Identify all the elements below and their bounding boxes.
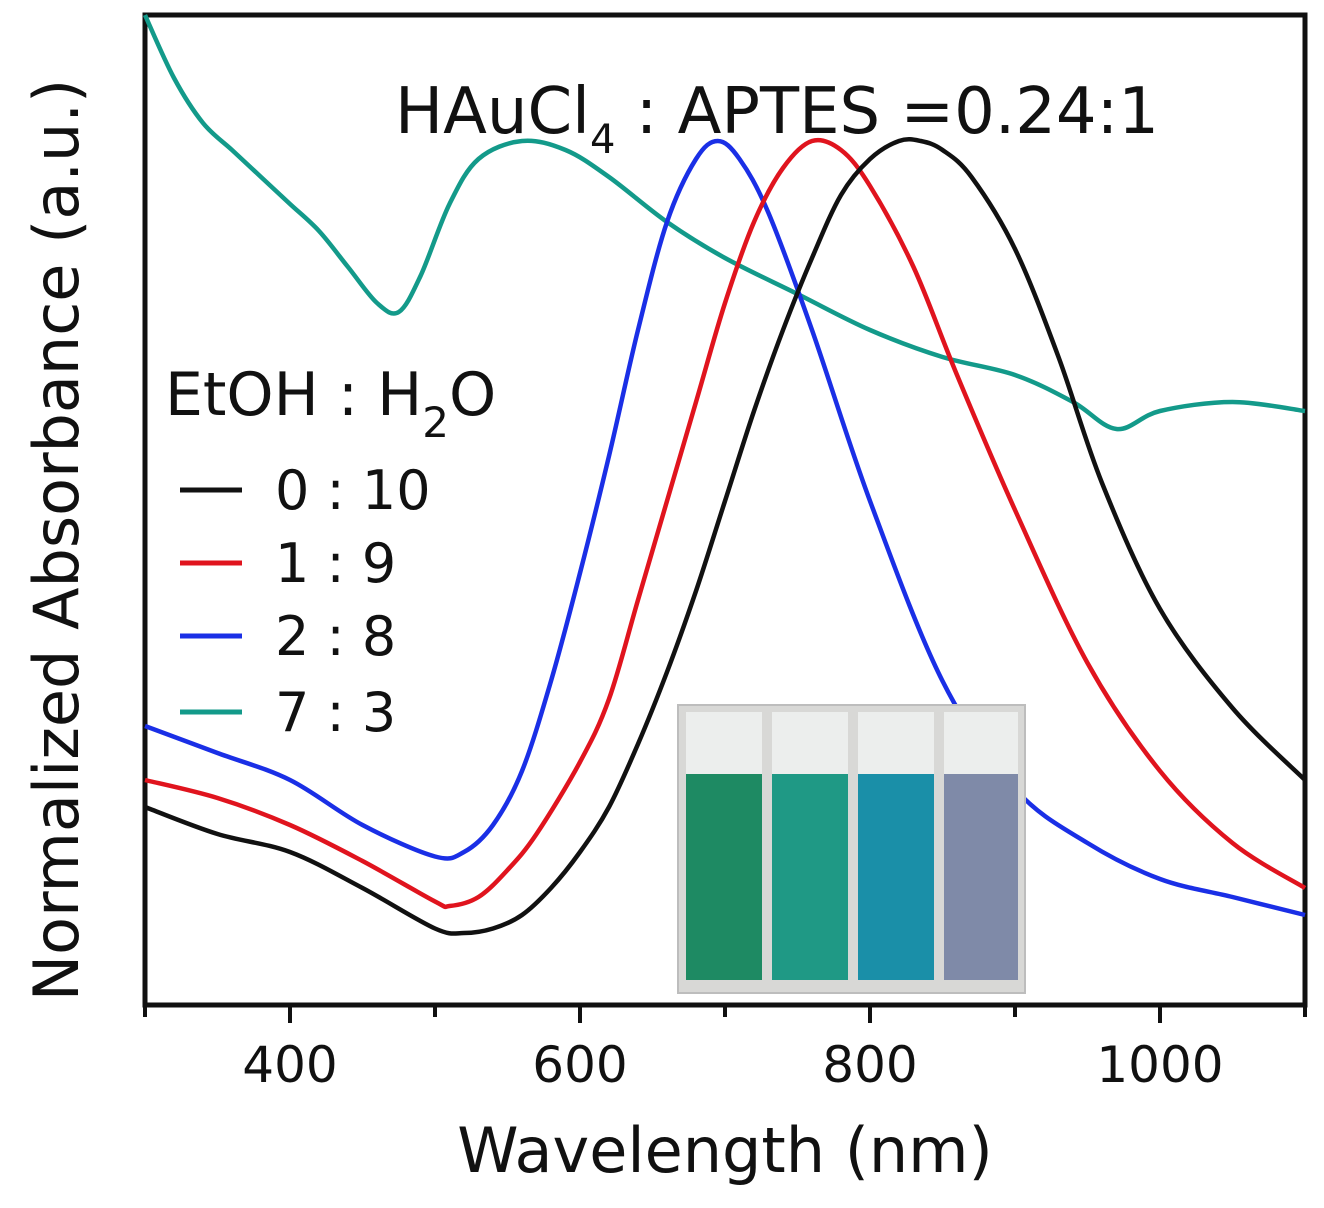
annotation-suffix: : APTES =0.24:1 — [615, 75, 1159, 149]
cuvette-3-top — [858, 712, 934, 774]
annotation-prefix: HAuCl — [395, 75, 590, 149]
annotation-subscript: 4 — [590, 117, 615, 163]
cuvette-4-solution — [944, 774, 1018, 980]
x-axis: 400 600 800 1000 — [143, 1005, 1307, 1094]
legend-entries: 0 : 10 1 : 9 2 : 8 7 : 3 — [180, 459, 431, 744]
y-axis-title: Normalized Absorbance (a.u.) — [20, 79, 93, 1001]
ratio-annotation: HAuCl4 : APTES =0.24:1 — [395, 75, 1159, 163]
legend-title-suffix: O — [449, 360, 496, 430]
x-tick-label-1000: 1000 — [1096, 1036, 1223, 1094]
cuvette-2-top — [772, 712, 848, 774]
legend-title: EtOH : H2O — [165, 360, 496, 447]
cuvette-2-solution — [772, 774, 848, 980]
x-tick-label-400: 400 — [242, 1036, 337, 1094]
cuvette-photo-inset — [677, 704, 1026, 994]
x-tick-label-600: 600 — [532, 1036, 627, 1094]
series-line-7-3 — [142, 14, 1306, 432]
legend-label-2-8: 2 : 8 — [275, 605, 396, 668]
cuvette-1-top — [686, 712, 762, 774]
legend-label-0-10: 0 : 10 — [275, 459, 431, 522]
legend-title-subscript: 2 — [422, 398, 449, 447]
legend-label-7-3: 7 : 3 — [275, 681, 396, 744]
cuvette-3-solution — [858, 774, 934, 980]
legend-label-1-9: 1 : 9 — [275, 532, 396, 595]
cuvette-4-top — [944, 712, 1018, 774]
x-tick-label-800: 800 — [822, 1036, 917, 1094]
legend: EtOH : H2O 0 : 10 1 : 9 2 : 8 7 : 3 — [165, 360, 496, 744]
legend-title-prefix: EtOH : H — [165, 360, 422, 430]
cuvette-1-solution — [686, 774, 762, 980]
x-axis-title: Wavelength (nm) — [457, 1114, 993, 1187]
series-line-0-10 — [144, 137, 1307, 936]
series-line-1-9 — [144, 137, 1307, 910]
